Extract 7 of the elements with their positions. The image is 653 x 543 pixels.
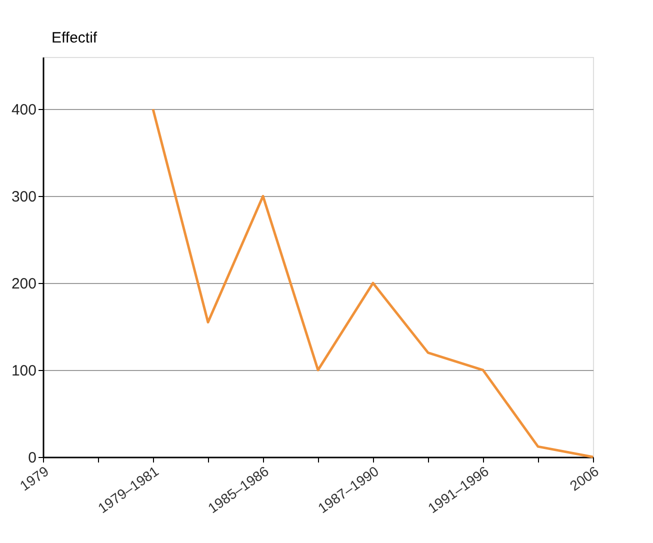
y-tick-label: 400 (11, 102, 36, 119)
y-axis-title: Effectif (52, 30, 98, 46)
y-tick-label: 200 (11, 276, 36, 293)
line-series (152, 108, 594, 458)
y-tick-label: 300 (11, 188, 36, 206)
y-tick-label: 0 (28, 450, 36, 466)
y-tick-label: 100 (11, 362, 36, 380)
